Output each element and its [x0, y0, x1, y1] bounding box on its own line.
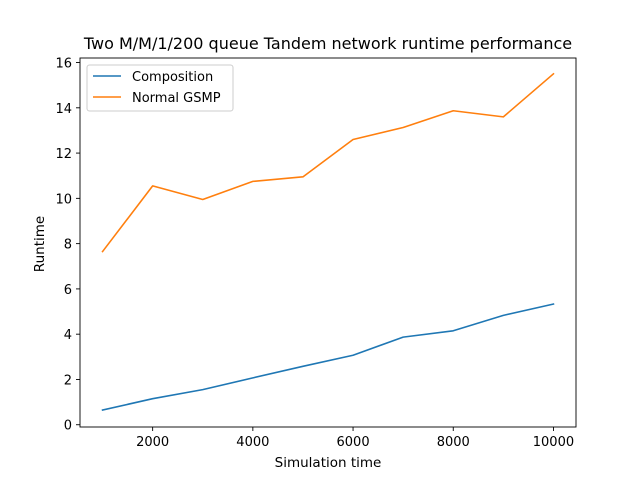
y-tick-label: 0: [64, 419, 72, 434]
legend-box: [86, 64, 234, 112]
chart-title: Two M/M/1/200 queue Tandem network runti…: [83, 34, 572, 53]
y-tick-label: 10: [55, 192, 72, 207]
legend-label-composition: Composition: [132, 70, 213, 85]
y-tick-label: 2: [64, 373, 72, 388]
y-axis-label: Runtime: [32, 216, 48, 272]
y-tick-label: 4: [64, 328, 72, 343]
y-tick-label: 16: [55, 57, 72, 72]
y-tick-label: 6: [64, 283, 72, 298]
y-tick-label: 14: [55, 102, 72, 117]
axes-frame: [79, 57, 577, 428]
legend-label-normal-gsmp: Normal GSMP: [132, 91, 221, 106]
legend: Composition Normal GSMP: [86, 64, 234, 112]
series-line-normal-gsmp: [101, 72, 555, 253]
x-tick-label: 8000: [437, 435, 470, 450]
x-tick-label: 6000: [337, 435, 370, 450]
y-tick-label: 12: [55, 147, 72, 162]
x-axis-label: Simulation time: [275, 455, 382, 471]
x-tick-label: 2000: [136, 435, 169, 450]
x-tick-label: 10000: [533, 435, 574, 450]
y-tick-label: 8: [64, 238, 72, 253]
series-line-composition: [101, 303, 555, 411]
plot-area: 2000 4000 6000 8000 10000 0 2 4 6 8 10 12 14 16: [55, 57, 577, 450]
x-tick-label: 4000: [236, 435, 269, 450]
